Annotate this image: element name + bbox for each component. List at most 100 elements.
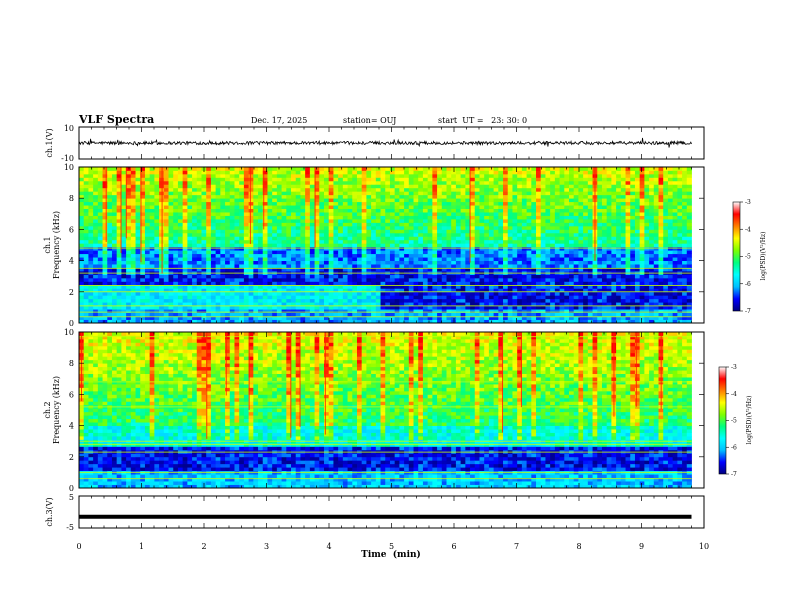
spectrogram-cell bbox=[309, 257, 315, 261]
spectrogram-cell bbox=[521, 212, 527, 216]
spectrogram-cell bbox=[126, 316, 132, 320]
spectrogram-cell bbox=[550, 239, 556, 244]
spectrogram-cell bbox=[342, 260, 348, 265]
spectrogram-cell bbox=[243, 243, 250, 248]
spectrogram-cell bbox=[291, 284, 297, 289]
spectrogram-cell bbox=[526, 222, 532, 227]
spectrogram-cell bbox=[371, 257, 377, 261]
spectrogram-cell bbox=[441, 229, 447, 234]
spectrogram-cell bbox=[352, 208, 358, 213]
spectrogram-cell bbox=[536, 184, 542, 189]
spectrogram-cell bbox=[286, 191, 292, 196]
spectrogram-cell bbox=[262, 177, 268, 182]
spectrogram-cell bbox=[220, 229, 226, 234]
spectrogram-cell bbox=[479, 267, 485, 272]
spectrogram-cell bbox=[319, 246, 325, 251]
spectrogram-cell bbox=[206, 194, 212, 199]
spectrogram-cell bbox=[305, 194, 311, 199]
spectrogram-cell bbox=[97, 281, 103, 286]
spectrogram-cell bbox=[239, 236, 245, 241]
spectrogram-cell bbox=[503, 184, 509, 189]
spectrogram-cell bbox=[272, 305, 278, 310]
spectrogram-cell bbox=[234, 232, 240, 237]
spectrogram-cell bbox=[371, 198, 377, 203]
spectrogram-cell bbox=[517, 184, 523, 189]
spectrogram-cell bbox=[484, 243, 490, 248]
spectrogram-cell bbox=[262, 302, 268, 307]
spectrogram-cell bbox=[324, 264, 330, 268]
spectrogram-cell bbox=[319, 177, 325, 182]
spectrogram-cell bbox=[107, 201, 113, 206]
spectrogram-cell bbox=[399, 201, 405, 206]
spectrogram-cell bbox=[427, 277, 433, 282]
spectrogram-cell bbox=[220, 180, 226, 185]
spectrogram-cell bbox=[583, 309, 589, 313]
spectrogram-cell bbox=[168, 180, 174, 185]
spectrogram-cell bbox=[432, 298, 438, 303]
spectrogram-cell bbox=[517, 201, 523, 206]
spectrogram-cell bbox=[408, 284, 414, 289]
spectrogram-cell bbox=[578, 246, 584, 251]
spectrogram-cell bbox=[220, 198, 226, 203]
spectrogram-cell bbox=[309, 291, 315, 296]
spectrogram-cell bbox=[196, 305, 202, 310]
spectrogram-cell bbox=[107, 253, 113, 258]
spectrogram-cell bbox=[385, 277, 391, 282]
spectrogram-cell bbox=[319, 309, 325, 313]
spectrogram-cell bbox=[587, 319, 593, 323]
spectrogram-cell bbox=[206, 229, 212, 234]
spectrogram-cell bbox=[404, 215, 410, 220]
spectrogram-cell bbox=[427, 288, 433, 293]
spectrogram-cell bbox=[177, 187, 184, 192]
spectrogram-cell bbox=[177, 170, 184, 175]
spectrogram-cell bbox=[352, 167, 358, 171]
spectrogram-cell bbox=[272, 291, 278, 296]
spectrogram-cell bbox=[253, 208, 259, 213]
spectrogram-cell bbox=[262, 219, 268, 223]
spectrogram-cell bbox=[192, 288, 198, 293]
spectrogram-cell bbox=[102, 177, 108, 182]
spectrogram-cell bbox=[239, 298, 245, 303]
spectrogram-cell bbox=[262, 170, 268, 175]
spectrogram-cell bbox=[300, 215, 306, 220]
spectrogram-cell bbox=[446, 225, 452, 230]
spectrogram-cell bbox=[404, 180, 410, 185]
spectrogram-cell bbox=[314, 219, 320, 223]
spectrogram-cell bbox=[371, 281, 377, 286]
spectrogram-cell bbox=[375, 232, 381, 237]
spectrogram-cell bbox=[352, 215, 358, 220]
spectrogram-cell bbox=[531, 274, 537, 279]
spectrogram-cell bbox=[258, 264, 264, 268]
spectrogram-cell bbox=[479, 215, 485, 220]
spectrogram-cell bbox=[333, 305, 339, 310]
spectrogram-cell bbox=[295, 291, 301, 296]
spectrogram-cell bbox=[404, 267, 410, 272]
spectrogram-cell bbox=[135, 184, 141, 189]
spectrogram-cell bbox=[413, 184, 419, 189]
spectrogram-cell bbox=[333, 184, 339, 189]
spectrogram-cell bbox=[281, 191, 287, 196]
spectrogram-cell bbox=[328, 222, 334, 227]
spectrogram-cell bbox=[498, 312, 504, 317]
spectrogram-cell bbox=[196, 291, 202, 296]
spectrogram-cell bbox=[531, 212, 537, 216]
spectrogram-cell bbox=[272, 232, 278, 237]
spectrogram-cell bbox=[243, 222, 250, 227]
spectrogram-cell bbox=[267, 222, 273, 227]
spectrogram-cell bbox=[498, 302, 504, 307]
spectrogram-cell bbox=[248, 257, 254, 261]
spectrogram-cell bbox=[380, 201, 386, 206]
spectrogram-cell bbox=[550, 284, 556, 289]
spectrogram-cell bbox=[102, 291, 108, 296]
spectrogram-cell bbox=[583, 180, 589, 185]
spectrogram-cell bbox=[258, 319, 264, 323]
spectrogram-cell bbox=[126, 236, 132, 241]
spectrogram-cell bbox=[484, 319, 490, 323]
spectrogram-cell bbox=[154, 288, 160, 293]
spectrogram-cell bbox=[116, 260, 122, 265]
spectrogram-cell bbox=[342, 180, 348, 185]
spectrogram-cell bbox=[347, 229, 353, 234]
spectrogram-cell bbox=[371, 319, 377, 323]
spectrogram-cell bbox=[168, 243, 174, 248]
spectrogram-cell bbox=[135, 284, 141, 289]
